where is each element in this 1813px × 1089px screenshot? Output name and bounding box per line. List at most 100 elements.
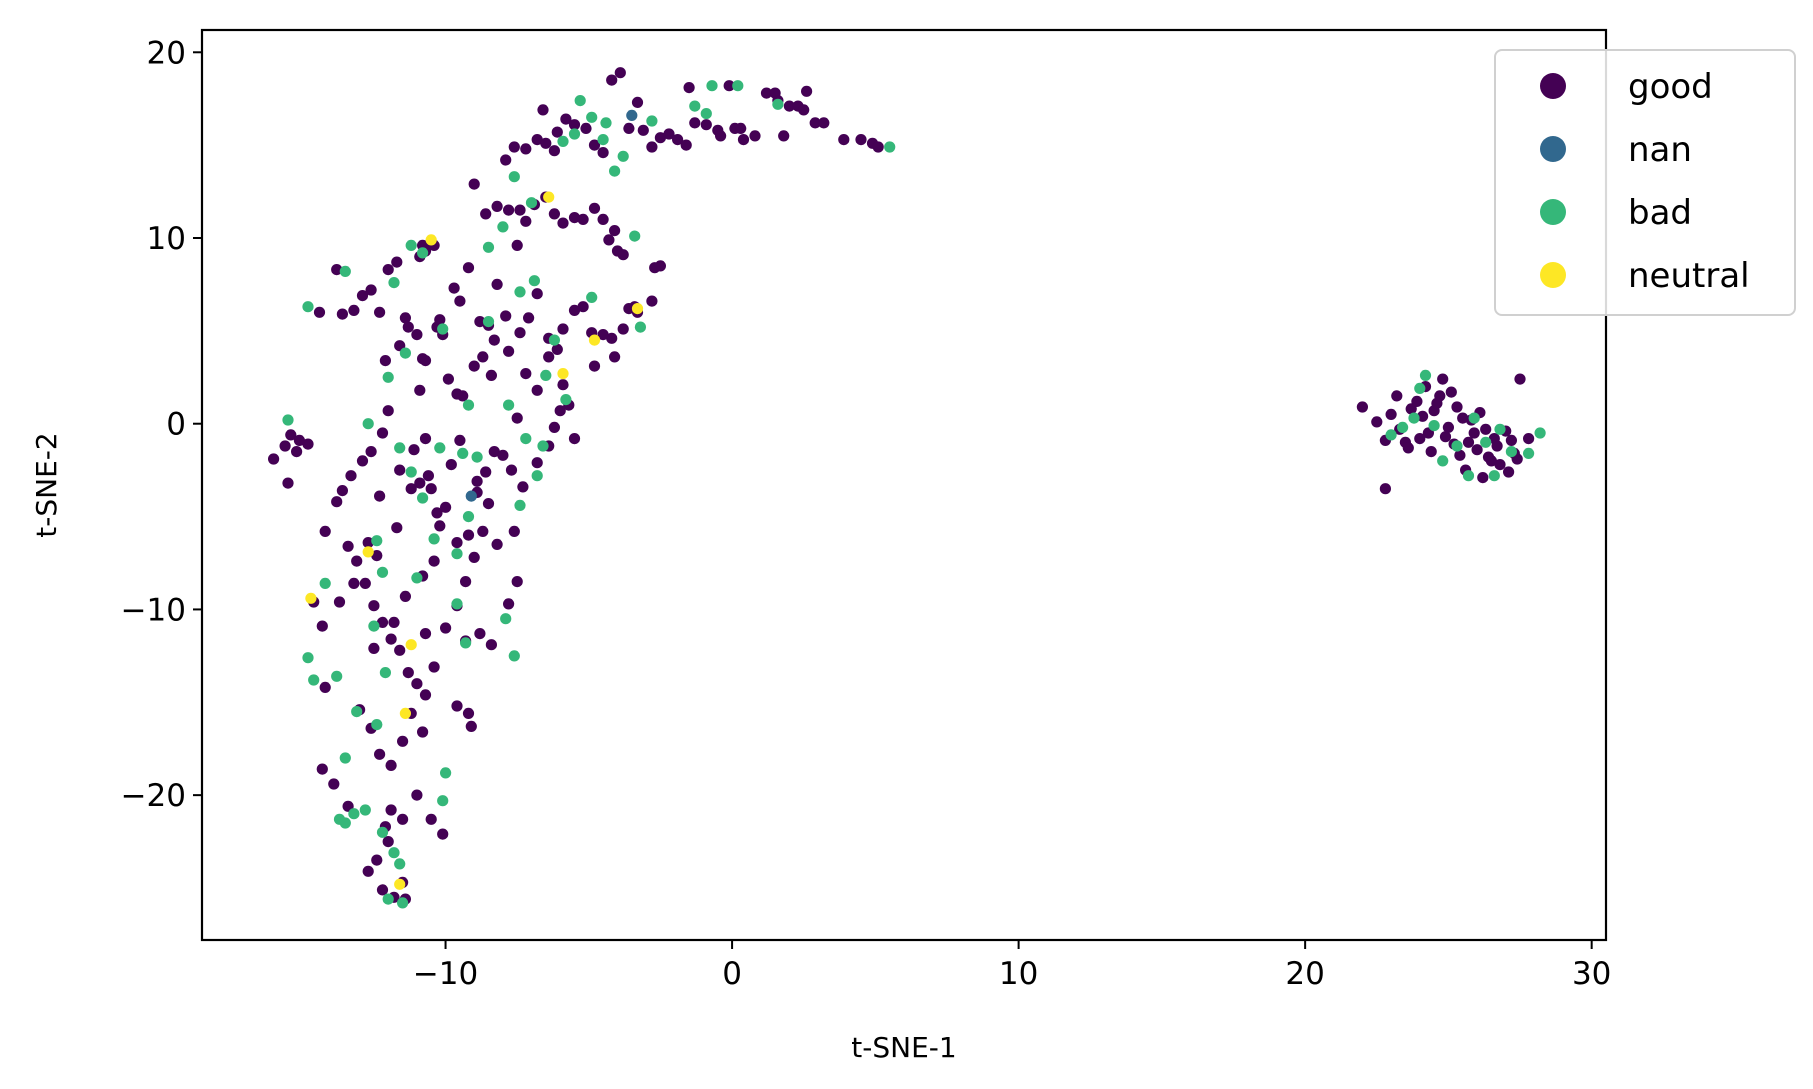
data-point-good [609, 351, 621, 363]
data-point-good [554, 405, 566, 417]
data-point-good [474, 628, 486, 640]
data-point-good [462, 707, 475, 720]
data-point-good [783, 100, 796, 112]
data-point-good [391, 256, 403, 268]
data-point-bad [471, 451, 483, 463]
data-point-good [597, 147, 609, 159]
data-point-bad [368, 620, 380, 632]
data-point-bad [394, 858, 406, 870]
data-point-good [302, 438, 314, 450]
data-point-good [523, 312, 535, 324]
data-point-good [488, 446, 500, 458]
data-point-bad [537, 440, 549, 452]
data-point-good [480, 466, 492, 478]
data-point-neutral [543, 191, 555, 203]
data-point-good [399, 312, 411, 324]
data-point-good [735, 122, 747, 134]
data-point-bad [1488, 470, 1500, 482]
data-point-neutral [557, 368, 569, 380]
data-point-good [462, 529, 475, 541]
data-point-good [279, 440, 291, 452]
data-point-good [362, 537, 374, 549]
data-point-good [328, 778, 340, 790]
data-point-good [468, 551, 480, 564]
data-point-bad [331, 670, 343, 682]
data-point-neutral [362, 546, 374, 558]
data-point-good [382, 405, 394, 417]
data-point-good [471, 475, 483, 487]
data-point-good [425, 813, 437, 825]
data-point-good [376, 616, 389, 629]
data-point-good [588, 360, 601, 372]
data-point-good [491, 278, 503, 290]
data-point-bad [586, 291, 598, 303]
data-point-bad [482, 241, 495, 253]
data-point-good [465, 720, 477, 733]
data-point-good [462, 262, 475, 274]
legend-box [1494, 49, 1796, 316]
data-point-good [336, 308, 348, 320]
data-point-good [838, 134, 850, 146]
data-point-bad [351, 706, 363, 718]
data-point-good [1451, 401, 1463, 413]
y-tick-label: 20 [147, 35, 186, 71]
data-point-bad [1419, 369, 1432, 381]
data-point-good [560, 113, 572, 125]
data-point-good [414, 384, 426, 396]
data-point-good [1425, 446, 1437, 458]
data-point-good [568, 304, 581, 316]
data-point-good [374, 748, 386, 760]
data-point-good [431, 507, 443, 519]
data-point-bad [689, 100, 701, 112]
data-point-bad [1480, 436, 1492, 448]
data-point-good [362, 865, 374, 877]
data-point-good [1437, 373, 1449, 385]
data-point-good [689, 117, 701, 129]
data-point-bad [557, 135, 569, 147]
data-point-good [491, 200, 503, 212]
data-point-good [417, 353, 429, 365]
data-point-good [809, 117, 821, 129]
data-point-good [508, 525, 520, 538]
data-point-bad [1385, 429, 1397, 441]
data-point-neutral [405, 639, 417, 651]
data-point-good [1431, 397, 1443, 409]
data-point-neutral [631, 303, 644, 315]
data-point-good [331, 496, 343, 508]
legend-label-nan: nan [1628, 130, 1692, 170]
data-point-good [646, 295, 658, 307]
data-point-good [511, 239, 523, 251]
y-tick-label: −10 [121, 592, 186, 628]
data-point-good [319, 681, 331, 694]
data-point-good [1471, 444, 1483, 456]
data-point-bad [428, 533, 440, 545]
data-point-bad [646, 115, 658, 127]
data-point-good [1454, 449, 1466, 461]
data-point-good [715, 130, 727, 142]
data-point-good [1457, 412, 1469, 424]
data-point-bad [394, 442, 406, 454]
data-point-good [548, 145, 561, 157]
data-point-bad [1437, 455, 1449, 467]
data-point-good [419, 433, 432, 445]
data-point-good [557, 323, 569, 335]
data-point-good [282, 477, 294, 489]
data-point-good [531, 384, 543, 396]
data-point-good [385, 633, 397, 645]
data-point-good [394, 464, 406, 476]
data-point-bad [451, 598, 463, 610]
data-point-good [543, 351, 555, 363]
data-point-good [480, 208, 492, 220]
series-neutral [305, 191, 644, 890]
data-point-good [617, 323, 629, 335]
data-point-bad [520, 433, 532, 445]
data-point-bad [282, 414, 294, 426]
data-point-bad [884, 141, 896, 153]
data-point-good [348, 304, 360, 316]
data-point-good [1514, 373, 1526, 385]
data-point-bad [482, 316, 495, 328]
data-point-good [331, 264, 343, 276]
data-point-bad [1462, 470, 1475, 482]
data-point-bad [440, 767, 452, 779]
data-point-bad [382, 371, 394, 383]
